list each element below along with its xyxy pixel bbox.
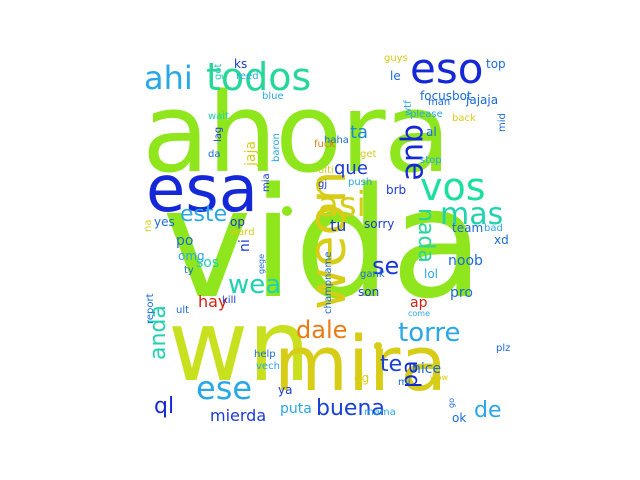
word: fuck <box>314 139 336 150</box>
word: asi <box>318 185 366 225</box>
word: noob <box>448 253 483 269</box>
word: na <box>143 219 154 232</box>
word: come <box>408 309 431 318</box>
word: ks <box>234 57 248 71</box>
word: mia <box>261 173 272 192</box>
word: omg <box>178 249 205 263</box>
word: gank <box>360 269 385 280</box>
word: ahi <box>144 59 193 97</box>
word: ese <box>196 369 253 407</box>
word: mama <box>364 407 396 418</box>
word: haha <box>324 135 349 146</box>
word: ql <box>154 394 175 419</box>
word: champname <box>323 251 334 314</box>
word: dale <box>296 316 348 344</box>
word: jaja <box>243 141 259 166</box>
word: po <box>176 233 194 249</box>
word: hay <box>198 292 228 311</box>
word: gj <box>318 179 328 190</box>
word: mierda <box>210 406 267 425</box>
word: report <box>145 293 156 324</box>
dot <box>282 206 292 216</box>
word: buena <box>316 396 385 421</box>
word: esa <box>146 153 258 227</box>
word: plz <box>496 343 511 354</box>
word: eso <box>410 44 484 93</box>
word: got <box>213 63 224 80</box>
word: te <box>380 352 403 377</box>
dot <box>374 342 382 350</box>
word: tu <box>330 216 347 235</box>
word: op <box>230 215 245 229</box>
word: pro <box>450 285 473 301</box>
word: top <box>486 57 506 71</box>
word: ap <box>410 295 428 311</box>
word: go <box>447 398 456 408</box>
word: man <box>428 97 451 108</box>
word: se <box>372 252 400 280</box>
word: help <box>254 349 276 360</box>
word: le <box>390 69 401 83</box>
word: gege <box>257 254 266 274</box>
word: wn <box>168 290 311 404</box>
word: de <box>474 398 502 423</box>
word: sorry <box>364 217 395 231</box>
word: ward <box>230 227 255 238</box>
word: please <box>410 109 443 120</box>
word: jajaja <box>466 93 499 107</box>
word: focusbot <box>420 89 472 103</box>
word: yes <box>154 215 175 229</box>
word: mira <box>274 319 447 408</box>
word: team <box>452 221 484 235</box>
word: todos <box>206 55 312 99</box>
word: vech <box>256 361 280 372</box>
word: ya <box>278 383 293 397</box>
word: vos <box>420 165 486 209</box>
word: blue <box>262 91 284 102</box>
word: stop <box>420 155 442 166</box>
word: da <box>208 149 221 160</box>
word: wea <box>228 270 282 300</box>
word: bad <box>484 223 503 234</box>
word: reed <box>236 71 259 82</box>
word: ta <box>350 122 369 143</box>
word: mid <box>497 113 508 132</box>
word: nice <box>412 361 442 377</box>
word: gg <box>354 371 370 385</box>
word: nada <box>413 208 438 263</box>
word: torre <box>398 318 461 348</box>
word: back <box>452 113 476 124</box>
word: push <box>348 177 373 188</box>
word: get <box>360 149 377 160</box>
word: mi <box>398 377 411 388</box>
word: lag <box>213 126 224 142</box>
word: ok <box>452 411 467 425</box>
word: wow <box>430 373 448 382</box>
word: ni <box>237 239 253 252</box>
word: vida <box>162 155 484 332</box>
word: ahora <box>142 69 451 197</box>
word: ty <box>184 265 194 276</box>
word: puta <box>280 401 312 417</box>
word: kill <box>222 295 237 306</box>
word: wait <box>208 111 230 122</box>
word: que <box>334 158 368 179</box>
word: ulti <box>318 165 334 176</box>
word: ult <box>176 305 190 316</box>
word: al <box>426 125 437 139</box>
word: sos <box>196 255 220 271</box>
word: xd <box>494 233 509 247</box>
word: este <box>180 202 228 227</box>
word: son <box>358 285 380 299</box>
word: baron <box>271 133 282 162</box>
word: mas <box>440 197 504 232</box>
word: guys <box>384 53 408 64</box>
word: brb <box>386 183 407 197</box>
word: lol <box>424 267 439 281</box>
